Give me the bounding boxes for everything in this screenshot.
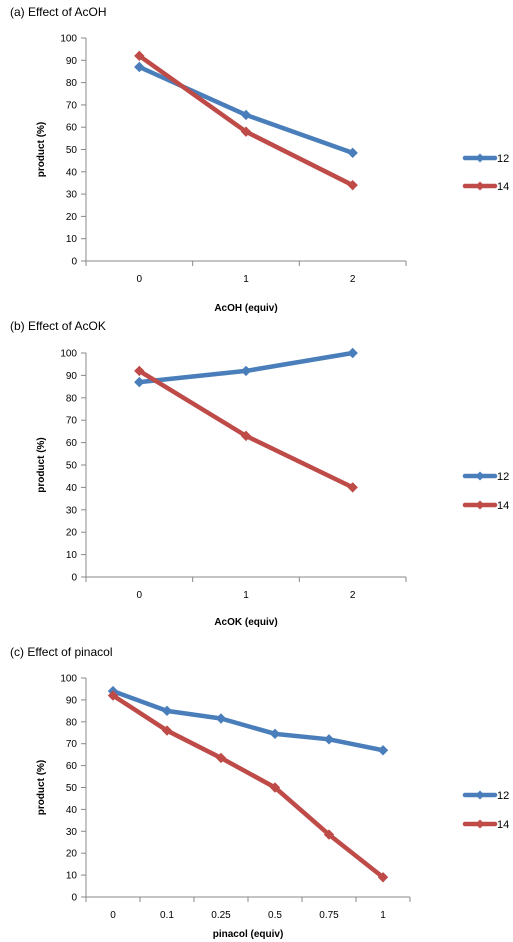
data-point-12 bbox=[323, 734, 335, 745]
y-tick-label: 40 bbox=[66, 167, 78, 178]
legend-marker-14 bbox=[475, 500, 485, 510]
y-tick-label: 20 bbox=[66, 212, 78, 223]
x-tick-label: 0.5 bbox=[268, 910, 282, 921]
y-tick-label: 40 bbox=[66, 483, 78, 494]
legend-label: 14 bbox=[497, 819, 509, 831]
x-tick-label: 0.25 bbox=[211, 910, 231, 921]
chart-panel-2: (b) Effect of AcOK0102030405060708090100… bbox=[10, 319, 509, 628]
x-tick-label: 0 bbox=[137, 590, 143, 601]
legend-label: 14 bbox=[497, 181, 509, 193]
y-tick-label: 0 bbox=[71, 573, 77, 584]
data-point-14 bbox=[240, 126, 252, 137]
data-point-14 bbox=[161, 725, 173, 736]
y-tick-label: 30 bbox=[66, 190, 78, 201]
legend-label: 12 bbox=[497, 471, 509, 483]
y-tick-label: 100 bbox=[60, 349, 77, 360]
y-tick-label: 10 bbox=[66, 234, 78, 245]
y-tick-label: 0 bbox=[71, 893, 77, 904]
legend-marker-14 bbox=[475, 181, 485, 191]
legend-marker-12 bbox=[475, 790, 485, 800]
y-tick-label: 80 bbox=[66, 393, 78, 404]
chart-panel-1: (a) Effect of AcOH0102030405060708090100… bbox=[10, 5, 509, 314]
data-point-14 bbox=[269, 782, 281, 793]
y-tick-label: 30 bbox=[66, 505, 78, 516]
y-tick-label: 60 bbox=[66, 438, 78, 449]
data-point-12 bbox=[161, 705, 173, 717]
y-tick-label: 80 bbox=[66, 717, 78, 728]
data-point-14 bbox=[347, 179, 358, 191]
x-axis-label: AcOK (equiv) bbox=[214, 617, 277, 628]
y-tick-label: 60 bbox=[66, 761, 78, 772]
chart-title: (b) Effect of AcOK bbox=[10, 319, 106, 333]
y-axis-label: product (%) bbox=[36, 437, 47, 493]
y-tick-label: 70 bbox=[66, 739, 78, 750]
data-point-14 bbox=[347, 482, 358, 493]
x-tick-label: 0.1 bbox=[160, 910, 174, 921]
y-tick-label: 30 bbox=[66, 827, 78, 838]
y-tick-label: 40 bbox=[66, 805, 78, 816]
chart-panel-3: (c) Effect of pinacol0102030405060708090… bbox=[10, 645, 509, 940]
series-line-14 bbox=[137, 368, 355, 490]
data-point-12 bbox=[215, 713, 227, 724]
x-tick-label: 0 bbox=[137, 274, 143, 285]
data-point-12 bbox=[347, 147, 358, 159]
y-axis-label: product (%) bbox=[36, 760, 47, 816]
data-point-12 bbox=[269, 728, 281, 740]
series-line-14 bbox=[137, 53, 355, 188]
data-point-14 bbox=[134, 50, 145, 62]
x-tick-label: 1 bbox=[380, 910, 386, 921]
legend-marker-14 bbox=[475, 819, 485, 829]
data-point-14 bbox=[215, 752, 227, 764]
y-tick-label: 20 bbox=[66, 849, 78, 860]
x-tick-label: 0.75 bbox=[319, 910, 339, 921]
data-point-14 bbox=[240, 430, 252, 442]
chart-title: (c) Effect of pinacol bbox=[10, 645, 113, 659]
data-point-12 bbox=[134, 61, 145, 73]
y-tick-label: 10 bbox=[66, 871, 78, 882]
y-tick-label: 100 bbox=[60, 34, 77, 45]
data-point-14 bbox=[323, 829, 335, 840]
data-point-14 bbox=[377, 872, 389, 883]
y-tick-label: 50 bbox=[66, 461, 78, 472]
x-tick-label: 2 bbox=[350, 590, 356, 601]
chart-title: (a) Effect of AcOH bbox=[10, 5, 106, 19]
y-tick-label: 60 bbox=[66, 123, 78, 134]
data-point-14 bbox=[134, 365, 145, 377]
y-tick-label: 100 bbox=[60, 674, 77, 685]
y-tick-label: 20 bbox=[66, 528, 78, 539]
data-point-12 bbox=[240, 365, 252, 377]
y-tick-label: 70 bbox=[66, 100, 78, 111]
x-tick-label: 1 bbox=[243, 590, 249, 601]
data-point-12 bbox=[377, 745, 389, 756]
y-tick-label: 50 bbox=[66, 783, 78, 794]
y-tick-label: 80 bbox=[66, 78, 78, 89]
y-axis-label: product (%) bbox=[36, 122, 47, 178]
x-axis-label: pinacol (equiv) bbox=[213, 929, 284, 940]
y-tick-label: 50 bbox=[66, 145, 78, 156]
legend-label: 14 bbox=[497, 500, 509, 512]
x-tick-label: 1 bbox=[243, 274, 249, 285]
data-point-12 bbox=[134, 376, 145, 388]
series-line-14 bbox=[110, 693, 386, 880]
y-tick-label: 70 bbox=[66, 416, 78, 427]
data-point-14 bbox=[107, 690, 119, 701]
y-tick-label: 0 bbox=[71, 257, 77, 268]
y-tick-label: 10 bbox=[66, 550, 78, 561]
data-point-12 bbox=[240, 109, 252, 121]
legend-label: 12 bbox=[497, 790, 509, 802]
data-point-12 bbox=[347, 347, 358, 359]
legend-label: 12 bbox=[497, 153, 509, 165]
legend-marker-12 bbox=[475, 471, 485, 481]
series-line-12 bbox=[110, 688, 386, 753]
y-tick-label: 90 bbox=[66, 371, 78, 382]
y-tick-label: 90 bbox=[66, 56, 78, 67]
x-axis-label: AcOH (equiv) bbox=[214, 303, 277, 314]
y-tick-label: 90 bbox=[66, 695, 78, 706]
x-tick-label: 0 bbox=[110, 910, 116, 921]
x-tick-label: 2 bbox=[350, 274, 356, 285]
legend-marker-12 bbox=[475, 153, 485, 163]
